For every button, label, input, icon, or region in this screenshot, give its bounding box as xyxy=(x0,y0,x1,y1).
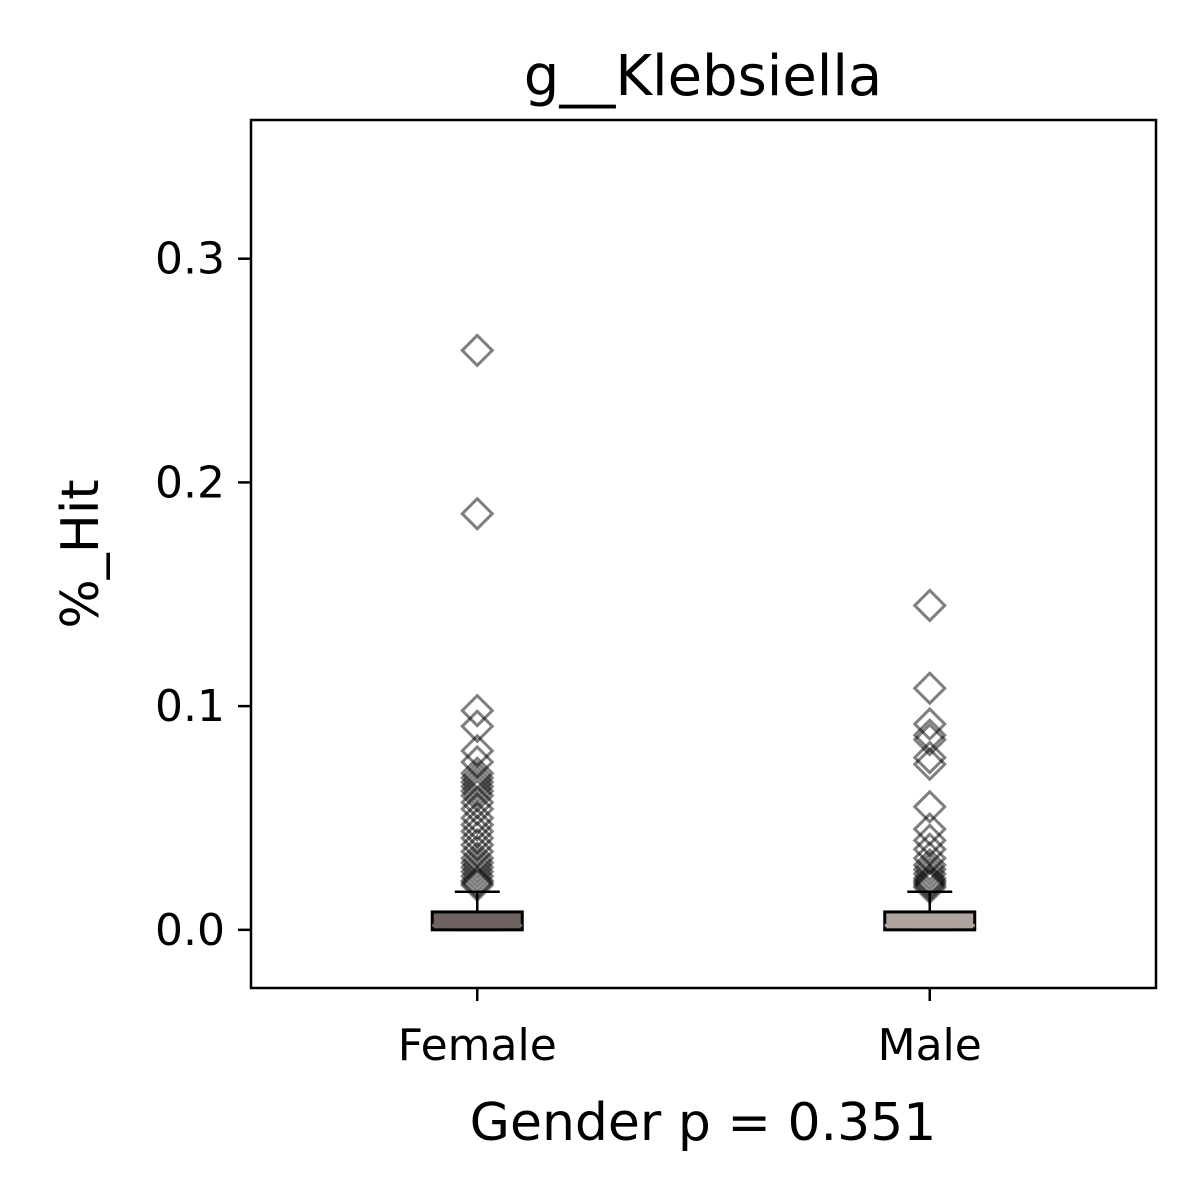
y-tick-label: 0.2 xyxy=(155,457,225,508)
outlier-point xyxy=(912,747,947,782)
box xyxy=(430,910,524,932)
outlier-point xyxy=(460,850,495,885)
outlier-point xyxy=(460,807,495,842)
outlier-point xyxy=(460,800,495,836)
outlier-point xyxy=(460,765,495,800)
x-tick-label: Female xyxy=(398,1020,557,1071)
outlier-point xyxy=(460,693,495,728)
x-tick-label: Male xyxy=(878,1020,982,1071)
outlier-point xyxy=(912,722,947,757)
plot-area xyxy=(430,333,977,932)
outlier-point xyxy=(460,496,495,531)
y-axis: 0.0 0.1 0.2 0.3 xyxy=(155,234,251,956)
outlier-point xyxy=(912,706,947,742)
y-axis-label: %_Hit xyxy=(51,479,111,628)
outlier-point xyxy=(460,841,495,876)
plot-frame xyxy=(249,118,1158,990)
y-tick-label: 0.3 xyxy=(155,234,225,285)
outlier-point xyxy=(460,774,495,809)
box-group-female xyxy=(430,333,524,932)
outlier-point xyxy=(912,671,947,706)
box xyxy=(883,910,977,932)
x-axis-label: Gender p = 0.351 xyxy=(470,1093,937,1153)
chart-title: g__Klebsiella xyxy=(524,44,882,109)
outlier-point xyxy=(912,852,947,887)
outlier-point xyxy=(460,333,495,368)
x-axis: Female Male xyxy=(398,988,982,1071)
outlier-point xyxy=(912,588,947,623)
y-tick-label: 0.0 xyxy=(155,905,225,956)
outlier-point xyxy=(912,740,947,775)
box-group-male xyxy=(883,588,977,932)
y-tick-label: 0.1 xyxy=(155,681,225,732)
outlier-point xyxy=(460,845,495,880)
outlier-point xyxy=(912,789,947,824)
outlier-point xyxy=(460,854,495,889)
outlier-point xyxy=(912,856,947,892)
outlier-point xyxy=(912,847,947,883)
outlier-point xyxy=(460,709,495,744)
outlier-point xyxy=(912,812,947,847)
